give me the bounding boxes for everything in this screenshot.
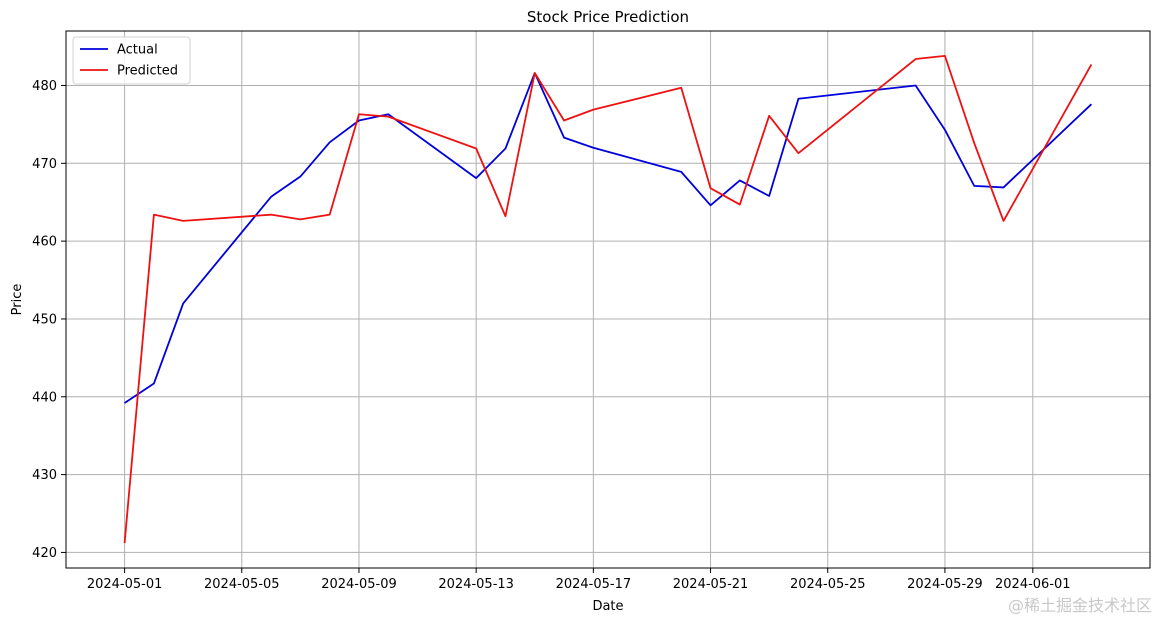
x-axis-label: Date: [592, 599, 623, 614]
y-tick-label: 470: [32, 157, 57, 172]
y-axis-label: Price: [10, 284, 25, 316]
x-tick-label: 2024-06-01: [995, 577, 1071, 592]
series-line-actual: [124, 72, 1093, 404]
y-tick-label: 430: [32, 468, 57, 483]
legend-label-actual: Actual: [117, 43, 158, 58]
x-tick-label: 2024-05-01: [87, 577, 163, 592]
x-tick-label: 2024-05-21: [673, 577, 749, 592]
x-tick-label: 2024-05-29: [907, 577, 983, 592]
grid-lines: [66, 31, 1150, 568]
x-tick-label: 2024-05-13: [438, 577, 514, 592]
legend: Actual Predicted: [72, 36, 191, 85]
y-tick-label: 460: [32, 235, 57, 250]
x-tick-label: 2024-05-09: [321, 577, 397, 592]
x-tick-label: 2024-05-25: [790, 577, 866, 592]
x-tick-label: 2024-05-05: [204, 577, 280, 592]
x-axis-ticks: 2024-05-01 2024-05-05 2024-05-09 2024-05-13…: [87, 568, 1071, 592]
chart-title: Stock Price Prediction: [527, 8, 689, 26]
series-line-predicted: [123, 55, 1093, 544]
y-axis-ticks: 420 430 440 450 460 470 480: [32, 79, 66, 561]
plot-frame: [65, 30, 1151, 569]
y-tick-label: 440: [32, 390, 57, 405]
y-tick-label: 480: [32, 79, 57, 94]
x-tick-label: 2024-05-17: [556, 577, 632, 592]
y-tick-label: 420: [32, 546, 57, 561]
series-lines: [123, 55, 1093, 544]
y-tick-label: 450: [32, 312, 57, 327]
watermark-text: @稀土掘金技术社区: [1007, 596, 1152, 615]
legend-label-predicted: Predicted: [117, 64, 178, 79]
